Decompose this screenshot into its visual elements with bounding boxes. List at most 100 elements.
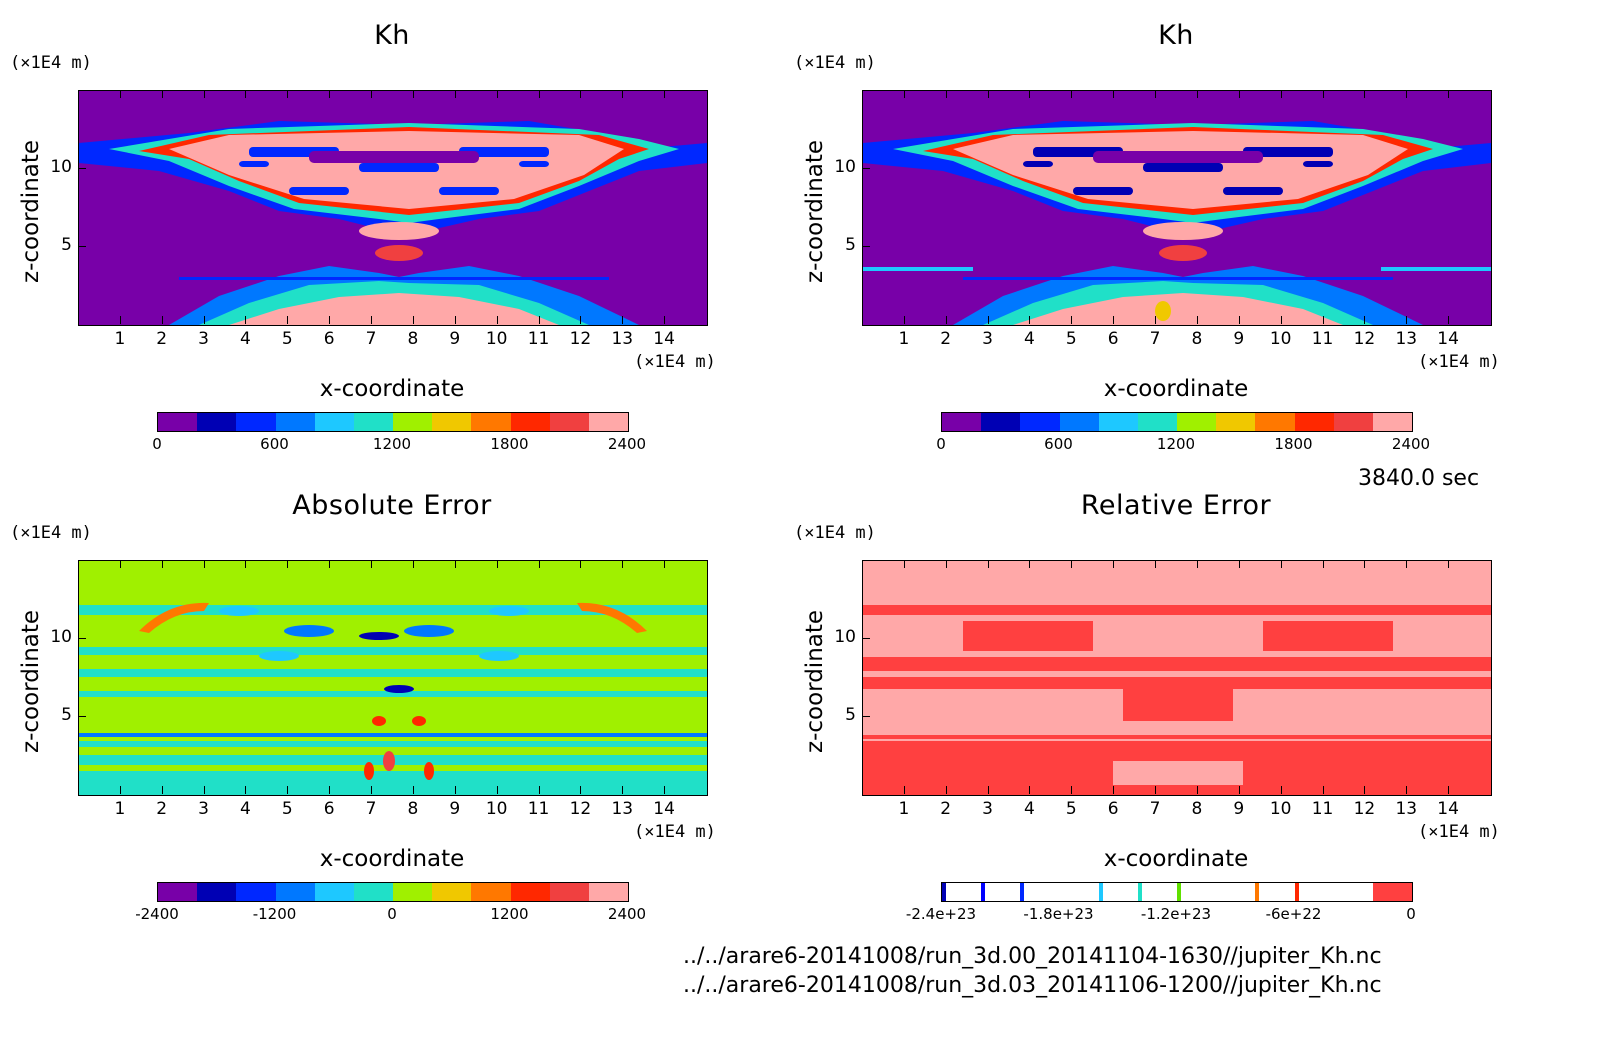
x-tick bbox=[1364, 316, 1366, 324]
x-tick-top bbox=[580, 560, 582, 568]
x-tick-top bbox=[1196, 560, 1198, 568]
colorbar-segment bbox=[1059, 883, 1099, 901]
x-tick bbox=[538, 316, 540, 324]
colorbar-label: -2400 bbox=[135, 905, 179, 923]
x-tick bbox=[622, 316, 624, 324]
x-tick-label: 1 bbox=[114, 799, 126, 819]
x-tick-top bbox=[412, 90, 414, 98]
heatmap-field bbox=[863, 91, 1491, 325]
x-tick-label: 2 bbox=[156, 799, 168, 819]
x-tick-top bbox=[1364, 90, 1366, 98]
x-tick-top bbox=[1406, 560, 1408, 568]
y-tick bbox=[78, 716, 86, 717]
colorbar-segment bbox=[1372, 883, 1413, 901]
x-tick-top bbox=[945, 560, 947, 568]
colorbar-segment bbox=[353, 413, 394, 431]
colorbar-segment bbox=[1372, 413, 1413, 431]
x-tick-label: 8 bbox=[407, 799, 419, 819]
x-tick-label: 6 bbox=[323, 329, 335, 349]
colorbar-segment bbox=[1098, 413, 1138, 431]
x-tick-top bbox=[1322, 560, 1324, 568]
x-tick-label: 5 bbox=[1065, 329, 1077, 349]
colorbar-segment bbox=[942, 413, 982, 431]
x-tick bbox=[245, 786, 247, 794]
x-tick bbox=[1280, 316, 1282, 324]
colorbar bbox=[157, 412, 629, 432]
heatmap-field bbox=[863, 561, 1491, 795]
colorbar-segment bbox=[432, 413, 472, 431]
y-tick bbox=[862, 716, 870, 717]
x-tick-top bbox=[119, 560, 121, 568]
x-tick-top bbox=[454, 90, 456, 98]
colorbar-segment bbox=[1177, 413, 1217, 431]
colorbar-segment bbox=[510, 883, 550, 901]
x-tick-label: 6 bbox=[1107, 329, 1119, 349]
x-tick-top bbox=[1071, 90, 1073, 98]
x-tick-label: 7 bbox=[1149, 329, 1161, 349]
x-tick-label: 14 bbox=[1437, 799, 1459, 819]
colorbar-label: -1.8e+23 bbox=[1023, 905, 1094, 923]
x-tick-top bbox=[1448, 560, 1450, 568]
x-tick-top bbox=[1196, 90, 1198, 98]
y-tick-label: 5 bbox=[845, 235, 856, 255]
x-tick bbox=[1113, 786, 1115, 794]
x-tick-top bbox=[371, 90, 373, 98]
x-tick bbox=[454, 316, 456, 324]
colorbar-segment bbox=[1255, 883, 1295, 901]
x-tick-top bbox=[1448, 90, 1450, 98]
x-tick-label: 7 bbox=[1149, 799, 1161, 819]
x-tick-label: 1 bbox=[114, 329, 126, 349]
colorbar-segment bbox=[549, 413, 589, 431]
x-tick-label: 13 bbox=[611, 799, 634, 819]
x-axis-label: x-coordinate bbox=[1103, 846, 1249, 872]
x-tick bbox=[329, 786, 331, 794]
file-path-2: ../../arare6-20141008/run_3d.03_20141106… bbox=[683, 973, 1382, 998]
y-tick-label: 5 bbox=[845, 705, 856, 725]
colorbar-label: -1200 bbox=[252, 905, 297, 923]
colorbar-label: 600 bbox=[1044, 435, 1073, 453]
colorbar-segment bbox=[236, 413, 276, 431]
x-tick bbox=[945, 316, 947, 324]
x-tick-label: 1 bbox=[898, 329, 910, 349]
colorbar-segment bbox=[1294, 413, 1334, 431]
x-tick-label: 10 bbox=[485, 799, 508, 819]
x-tick-top bbox=[1364, 560, 1366, 568]
x-tick bbox=[454, 786, 456, 794]
colorbar-segment bbox=[510, 413, 550, 431]
x-tick bbox=[1406, 786, 1408, 794]
colorbar-segment bbox=[314, 883, 354, 901]
y-tick-label: 10 bbox=[834, 627, 856, 647]
x-tick-top bbox=[538, 560, 540, 568]
x-tick-top bbox=[903, 560, 905, 568]
x-tick bbox=[1029, 786, 1031, 794]
x-axis-label: x-coordinate bbox=[319, 376, 465, 402]
y-axis-label: z-coordinate bbox=[802, 609, 828, 753]
colorbar-segment bbox=[1294, 883, 1334, 901]
x-tick bbox=[329, 316, 331, 324]
colorbar-segment bbox=[1137, 413, 1178, 431]
x-tick bbox=[1448, 316, 1450, 324]
x-tick-label: 12 bbox=[569, 799, 592, 819]
colorbar-label: 1200 bbox=[490, 905, 529, 923]
x-tick bbox=[1071, 316, 1073, 324]
x-tick-label: 3 bbox=[198, 329, 209, 349]
y-tick bbox=[862, 168, 870, 169]
x-tick-top bbox=[987, 560, 989, 568]
x-tick-top bbox=[903, 90, 905, 98]
colorbar-label: -2.4e+23 bbox=[905, 905, 977, 923]
y-unit-label: (×1E4 m) bbox=[10, 53, 92, 73]
x-tick-label: 12 bbox=[1353, 799, 1376, 819]
x-tick bbox=[1280, 786, 1282, 794]
colorbar-segment bbox=[942, 883, 982, 901]
x-tick-label: 4 bbox=[240, 329, 251, 349]
x-tick bbox=[203, 316, 205, 324]
x-tick-top bbox=[329, 560, 331, 568]
x-tick-top bbox=[454, 560, 456, 568]
x-tick bbox=[161, 316, 163, 324]
x-tick-top bbox=[161, 560, 163, 568]
x-tick-top bbox=[1280, 560, 1282, 568]
x-tick-top bbox=[664, 90, 666, 98]
colorbar-segment bbox=[158, 413, 198, 431]
x-tick-label: 5 bbox=[281, 799, 293, 819]
colorbar-segment bbox=[1216, 413, 1256, 431]
